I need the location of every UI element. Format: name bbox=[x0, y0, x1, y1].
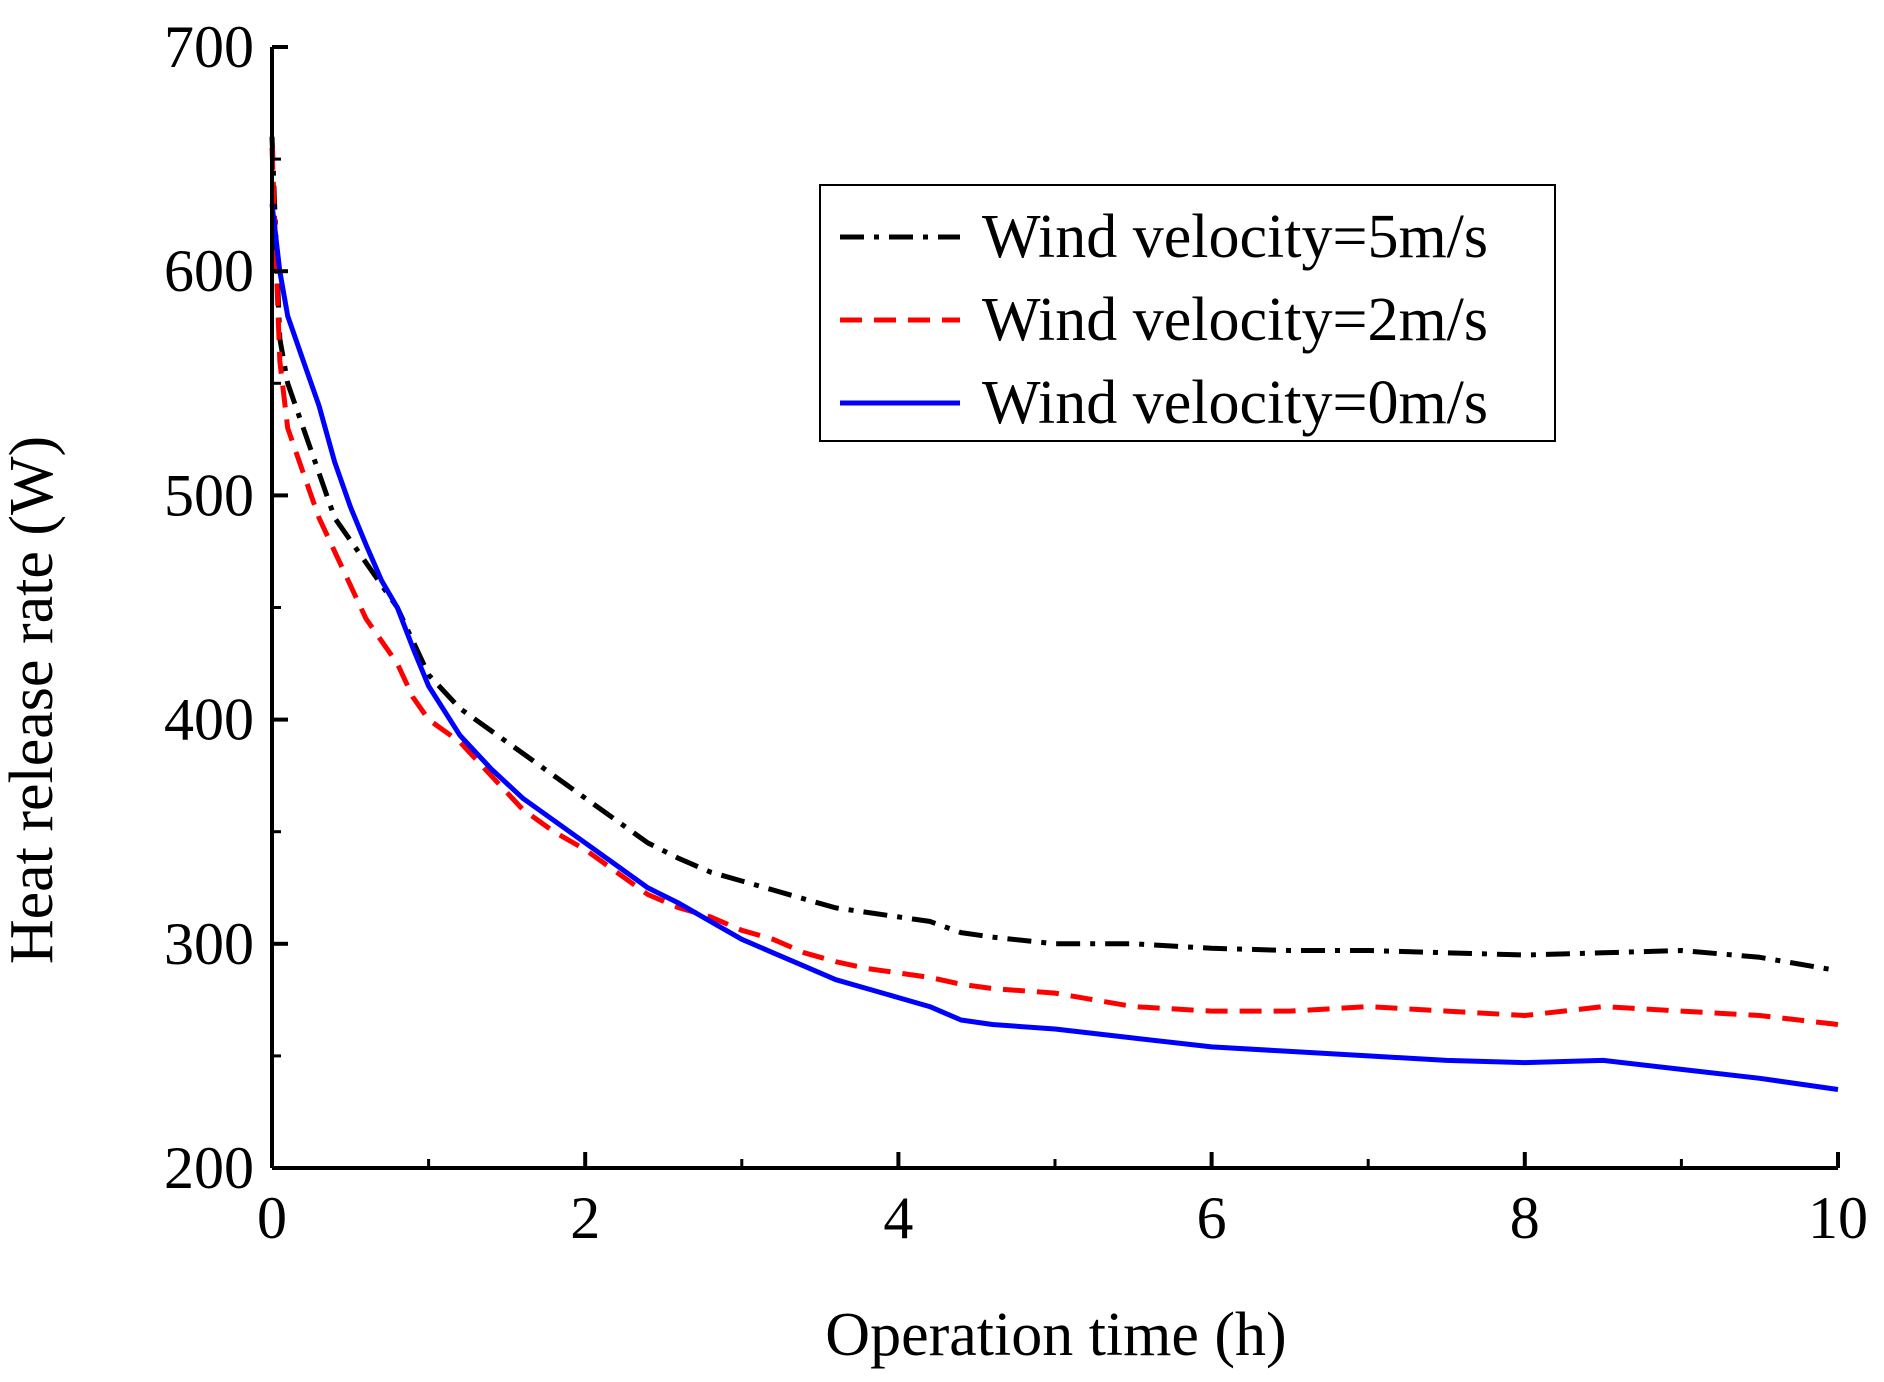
y-tick-label: 600 bbox=[164, 238, 254, 304]
y-axis-title: Heat release rate (W) bbox=[0, 436, 66, 964]
plot-lines bbox=[269, 136, 1839, 1092]
legend: Wind velocity=5m/s Wind velocity=2m/s Wi… bbox=[819, 184, 1556, 442]
x-tick-label: 6 bbox=[1197, 1185, 1227, 1251]
series-line-2ms bbox=[269, 147, 1839, 1027]
x-axis-title: Operation time (h) bbox=[825, 1301, 1286, 1369]
legend-box bbox=[819, 184, 1556, 442]
x-tick-label: 2 bbox=[570, 1185, 600, 1251]
series-line-5ms bbox=[269, 136, 1839, 974]
legend-label-2ms: Wind velocity=2m/s bbox=[982, 286, 1488, 354]
y-tick-label: 200 bbox=[164, 1135, 254, 1201]
y-tick-label: 400 bbox=[164, 687, 254, 753]
series-line-0ms bbox=[269, 203, 1839, 1092]
x-tick-label: 4 bbox=[883, 1185, 913, 1251]
legend-label-0ms: Wind velocity=0m/s bbox=[982, 369, 1488, 437]
x-ticks: 0 2 4 6 8 10 bbox=[257, 1152, 1868, 1251]
y-tick-label: 700 bbox=[164, 14, 254, 80]
y-tick-label: 300 bbox=[164, 911, 254, 977]
x-tick-label: 10 bbox=[1808, 1185, 1868, 1251]
y-ticks: 200 300 400 500 600 700 bbox=[164, 14, 288, 1201]
x-tick-label: 8 bbox=[1510, 1185, 1540, 1251]
legend-label-5ms: Wind velocity=5m/s bbox=[982, 203, 1488, 271]
x-tick-label: 0 bbox=[257, 1185, 287, 1251]
y-tick-label: 500 bbox=[164, 462, 254, 528]
